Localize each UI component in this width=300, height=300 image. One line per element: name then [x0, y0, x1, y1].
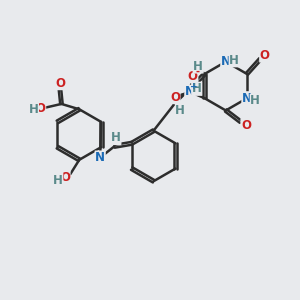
Text: N: N — [185, 85, 195, 98]
Text: O: O — [60, 171, 70, 184]
Text: O: O — [188, 70, 198, 83]
Text: H: H — [111, 131, 121, 145]
Text: O: O — [241, 119, 251, 132]
Text: H: H — [53, 173, 63, 187]
Text: O: O — [36, 102, 46, 115]
Text: H: H — [176, 104, 185, 117]
Text: O: O — [170, 91, 180, 103]
Text: H: H — [192, 82, 202, 95]
Text: O: O — [260, 49, 270, 62]
Text: +: + — [190, 82, 197, 91]
Text: H: H — [28, 103, 38, 116]
Text: H: H — [193, 60, 203, 73]
Text: H: H — [250, 94, 260, 107]
Text: N: N — [242, 92, 252, 105]
Text: H: H — [229, 54, 239, 67]
Text: N: N — [95, 151, 105, 164]
Text: N: N — [221, 55, 231, 68]
Text: O: O — [55, 76, 65, 90]
Text: -: - — [196, 67, 200, 77]
